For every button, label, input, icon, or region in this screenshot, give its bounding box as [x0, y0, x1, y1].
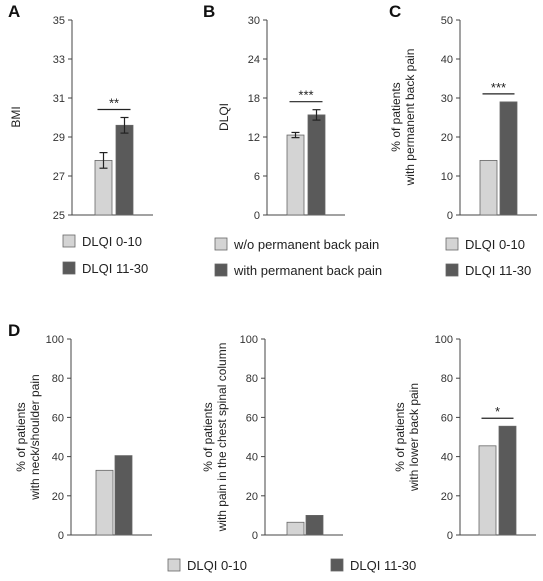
- panel-letter: D: [8, 321, 20, 340]
- chart5-y-axis-label: with lower back pain: [407, 383, 421, 492]
- legend-a-item-2-swatch: [62, 261, 76, 275]
- legend-d-item-2-label: DLQI 11-30: [350, 558, 416, 573]
- chart5-significance-label: *: [495, 404, 500, 419]
- chart2-y-tick-label: 50: [441, 15, 453, 27]
- chart3-bar-dark: [114, 455, 133, 536]
- legend-b-item-1-label: w/o permanent back pain: [233, 237, 379, 252]
- chart0-y-tick-label: 25: [53, 210, 65, 222]
- chart1-y-tick-label: 18: [248, 93, 260, 105]
- panel-letter: A: [8, 2, 20, 21]
- chart4-y-axis-label: with pain in the chest spinal column: [215, 343, 229, 533]
- chart0-y-tick-label: 33: [53, 54, 65, 66]
- legend-b-item-1-swatch: [214, 237, 228, 251]
- legend-a-item-2-label: DLQI 11-30: [82, 261, 148, 276]
- chart0-y-tick-label: 31: [53, 93, 65, 105]
- chart1-bar-dark: [307, 114, 326, 216]
- panel-letter: B: [203, 2, 215, 21]
- chart2-bar-light: [479, 159, 498, 216]
- chart3-y-tick-label: 100: [46, 334, 64, 346]
- chart1-y-tick-label: 24: [248, 54, 260, 66]
- chart4-y-tick-label: 40: [246, 452, 258, 464]
- chart3-y-tick-label: 20: [52, 491, 64, 503]
- chart4-y-tick-label: 20: [246, 491, 258, 503]
- chart5-y-tick-label: 60: [441, 412, 453, 424]
- legend-b-item-2-label: with permanent back pain: [233, 263, 382, 278]
- chart0-y-tick-label: 35: [53, 15, 65, 27]
- chart4-y-tick-label: 60: [246, 412, 258, 424]
- chart4-y-axis-label: % of patients: [201, 402, 215, 471]
- chart3-bar-light: [95, 469, 114, 536]
- chart5-y-tick-label: 80: [441, 373, 453, 385]
- chart2-bar-dark: [499, 101, 518, 216]
- chart1-y-tick-label: 0: [254, 210, 260, 222]
- chart2-y-tick-label: 30: [441, 93, 453, 105]
- chart2-y-tick-label: 0: [447, 210, 453, 222]
- legend-d-item-1-swatch: [167, 558, 181, 572]
- chart1-bar-light: [286, 134, 305, 216]
- chart4-y-tick-label: 0: [252, 530, 258, 542]
- chart2-significance-label: ***: [491, 80, 506, 95]
- chart2-y-tick-label: 10: [441, 171, 453, 183]
- legend-c-item-1-swatch: [445, 237, 459, 251]
- chart3-y-tick-label: 40: [52, 452, 64, 464]
- chart5-y-axis-label: % of patients: [393, 402, 407, 471]
- chart1-y-tick-label: 30: [248, 15, 260, 27]
- chart1-y-axis-label: DLQI: [217, 103, 231, 131]
- chart5-y-tick-label: 40: [441, 452, 453, 464]
- chart4-y-tick-label: 80: [246, 373, 258, 385]
- chart0-bar-dark: [115, 124, 134, 216]
- chart5-y-tick-label: 0: [447, 530, 453, 542]
- legend-c-item-1-label: DLQI 0-10: [465, 237, 525, 252]
- legend-b-item-2-swatch: [214, 263, 228, 277]
- chart5-bar-light: [478, 445, 497, 536]
- chart5-bar-dark: [498, 425, 517, 536]
- legend-a-item-1-label: DLQI 0-10: [82, 234, 142, 249]
- chart1-y-tick-label: 6: [254, 171, 260, 183]
- chart5-y-tick-label: 100: [435, 334, 453, 346]
- chart3-y-axis-label: % of patients: [14, 402, 28, 471]
- chart0-significance-label: **: [109, 96, 119, 111]
- chart4-y-tick-label: 100: [240, 334, 258, 346]
- chart1-significance-label: ***: [298, 88, 313, 103]
- chart5-y-tick-label: 20: [441, 491, 453, 503]
- legend-c-item-2-label: DLQI 11-30: [465, 263, 531, 278]
- chart2-y-tick-label: 20: [441, 132, 453, 144]
- chart3-y-axis-label: with neck/shoulder pain: [28, 374, 42, 500]
- chart0-y-tick-label: 27: [53, 171, 65, 183]
- chart3-y-tick-label: 0: [58, 530, 64, 542]
- chart1-y-tick-label: 12: [248, 132, 260, 144]
- chart4-bar-dark: [305, 515, 324, 536]
- legend-d-item-2-swatch: [330, 558, 344, 572]
- legend-c-item-2-swatch: [445, 263, 459, 277]
- chart4-bar-light: [286, 521, 305, 536]
- chart2-y-axis-label: with permanent back pain: [403, 49, 417, 187]
- chart0-y-axis-label: BMI: [9, 106, 23, 127]
- chart2-y-tick-label: 40: [441, 54, 453, 66]
- chart3-y-tick-label: 80: [52, 373, 64, 385]
- chart0-y-tick-label: 29: [53, 132, 65, 144]
- chart2-y-axis-label: % of patients: [389, 82, 403, 151]
- panel-letter: C: [389, 2, 401, 21]
- legend-d-item-1-label: DLQI 0-10: [187, 558, 247, 573]
- legend-a-item-1-swatch: [62, 234, 76, 248]
- chart3-y-tick-label: 60: [52, 412, 64, 424]
